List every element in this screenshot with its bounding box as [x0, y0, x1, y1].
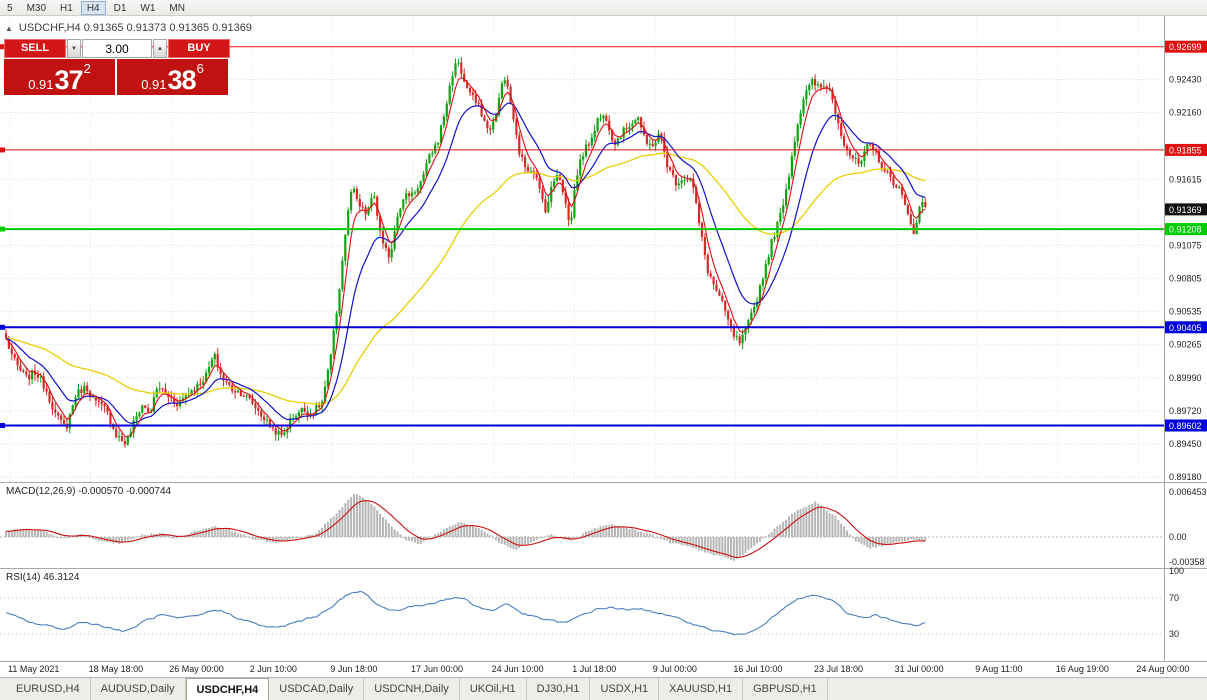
timeframe-button-w1[interactable]: W1 [140, 2, 156, 14]
svg-text:0.90805: 0.90805 [1169, 273, 1202, 283]
svg-text:30: 30 [1169, 629, 1179, 639]
svg-text:11 May 2021: 11 May 2021 [8, 664, 59, 674]
volume-decrease-button[interactable]: ▼ [67, 39, 81, 58]
svg-text:70: 70 [1169, 593, 1179, 603]
svg-text:9 Jun 18:00: 9 Jun 18:00 [330, 664, 377, 674]
timeframe-button-mn[interactable]: MN [169, 2, 185, 14]
volume-increase-button[interactable]: ▲ [153, 39, 167, 58]
time-scale[interactable] [0, 661, 1164, 677]
chart-canvas[interactable]: 0.92430 0.92160 0.91615 0.91075 0.90805 0.905… [0, 16, 1207, 677]
chart-tabs: EURUSD,H4 AUDUSD,Daily USDCHF,H4 USDCAD,Dai… [0, 677, 1207, 700]
svg-text:0.00: 0.00 [1169, 532, 1187, 542]
timeframe-button-5[interactable]: 5 [7, 2, 13, 14]
tab-xauusd-h1[interactable]: XAUUSD,H1 [659, 678, 744, 700]
svg-text:16 Jul 10:00: 16 Jul 10:00 [733, 664, 782, 674]
sell-price-display[interactable]: 0.91 37 2 [4, 59, 115, 95]
tab-usdx-h1[interactable]: USDX,H1 [590, 678, 660, 700]
timeframe-button-m30[interactable]: M30 [26, 2, 47, 14]
buy-button[interactable]: BUY [168, 39, 230, 58]
svg-text:0.91208: 0.91208 [1169, 225, 1202, 235]
symbol-ohlc-text: USDCHF,H4 0.91365 0.91373 0.91365 0.9136… [18, 22, 252, 34]
svg-text:0.92430: 0.92430 [1169, 75, 1202, 85]
sell-price-point: 2 [83, 61, 91, 76]
macd-indicator-label: MACD(12,26,9) -0.000570 -0.000744 [6, 486, 172, 497]
svg-text:9 Jul 00:00: 9 Jul 00:00 [653, 664, 697, 674]
rsi-indicator-label: RSI(14) 46.3124 [6, 572, 80, 583]
timeframe-toolbar: 5 M30 H1 H4 D1 W1 MN [0, 0, 1207, 16]
svg-text:1 Jul 18:00: 1 Jul 18:00 [572, 664, 616, 674]
tab-audusd-daily[interactable]: AUDUSD,Daily [91, 678, 186, 700]
svg-text:31 Jul 00:00: 31 Jul 00:00 [895, 664, 944, 674]
price-scale[interactable] [1165, 16, 1207, 661]
svg-text:26 May 00:00: 26 May 00:00 [169, 664, 224, 674]
svg-text:0.91075: 0.91075 [1169, 240, 1202, 250]
svg-text:23 Jul 18:00: 23 Jul 18:00 [814, 664, 863, 674]
timeframe-button-h4[interactable]: H4 [80, 0, 106, 15]
svg-text:0.91615: 0.91615 [1169, 174, 1202, 184]
symbol-ohlc-line: ▲ USDCHF,H4 0.91365 0.91373 0.91365 0.91… [5, 22, 252, 34]
tab-usdcnh-daily[interactable]: USDCNH,Daily [364, 678, 460, 700]
svg-text:24 Jun 10:00: 24 Jun 10:00 [492, 664, 544, 674]
sell-price-prefix: 0.91 [28, 77, 54, 92]
svg-text:0.91855: 0.91855 [1169, 145, 1202, 155]
timeframe-button-d1[interactable]: D1 [113, 2, 127, 14]
buy-price-point: 6 [196, 61, 204, 76]
svg-text:0.89990: 0.89990 [1169, 373, 1202, 383]
buy-price-display[interactable]: 0.91 38 6 [117, 59, 228, 95]
volume-input[interactable] [82, 39, 152, 58]
timeframe-button-h1[interactable]: H1 [60, 2, 73, 14]
svg-text:9 Aug 11:00: 9 Aug 11:00 [975, 664, 1022, 674]
sell-button[interactable]: SELL [4, 39, 66, 58]
svg-text:0.90535: 0.90535 [1169, 306, 1202, 316]
buy-price-prefix: 0.91 [141, 77, 167, 92]
tab-gbpusd-h1[interactable]: GBPUSD,H1 [743, 678, 828, 700]
svg-text:0.92160: 0.92160 [1169, 108, 1202, 118]
tab-usdcad-daily[interactable]: USDCAD,Daily [269, 678, 365, 700]
svg-text:18 May 18:00: 18 May 18:00 [89, 664, 144, 674]
tab-ukoil-h1[interactable]: UKOil,H1 [460, 678, 527, 700]
svg-text:24 Aug 00:00: 24 Aug 00:00 [1136, 664, 1189, 674]
svg-text:-0.00358: -0.00358 [1169, 557, 1205, 567]
buy-price-pips: 38 [167, 65, 197, 95]
svg-text:0.90265: 0.90265 [1169, 339, 1202, 349]
svg-text:0.89180: 0.89180 [1169, 472, 1202, 482]
sell-price-pips: 37 [54, 65, 84, 95]
svg-text:0.91369: 0.91369 [1169, 205, 1202, 215]
chart-window: 0.92430 0.92160 0.91615 0.91075 0.90805 0.905… [0, 16, 1207, 677]
svg-text:0.89450: 0.89450 [1169, 439, 1202, 449]
tab-dj30-h1[interactable]: DJ30,H1 [527, 678, 591, 700]
svg-text:0.90405: 0.90405 [1169, 323, 1202, 333]
tab-eurusd-h4[interactable]: EURUSD,H4 [6, 678, 91, 700]
svg-text:100: 100 [1169, 566, 1184, 576]
one-click-panel-toggle-icon[interactable]: ▲ [5, 23, 13, 33]
svg-text:0.92699: 0.92699 [1169, 42, 1202, 52]
svg-text:0.89602: 0.89602 [1169, 421, 1202, 431]
svg-text:17 Jun 00:00: 17 Jun 00:00 [411, 664, 463, 674]
svg-text:0.89720: 0.89720 [1169, 406, 1202, 416]
svg-text:16 Aug 19:00: 16 Aug 19:00 [1056, 664, 1109, 674]
svg-text:2 Jun 10:00: 2 Jun 10:00 [250, 664, 297, 674]
svg-text:0.006453: 0.006453 [1169, 487, 1207, 497]
tab-usdchf-h4[interactable]: USDCHF,H4 [185, 678, 270, 700]
